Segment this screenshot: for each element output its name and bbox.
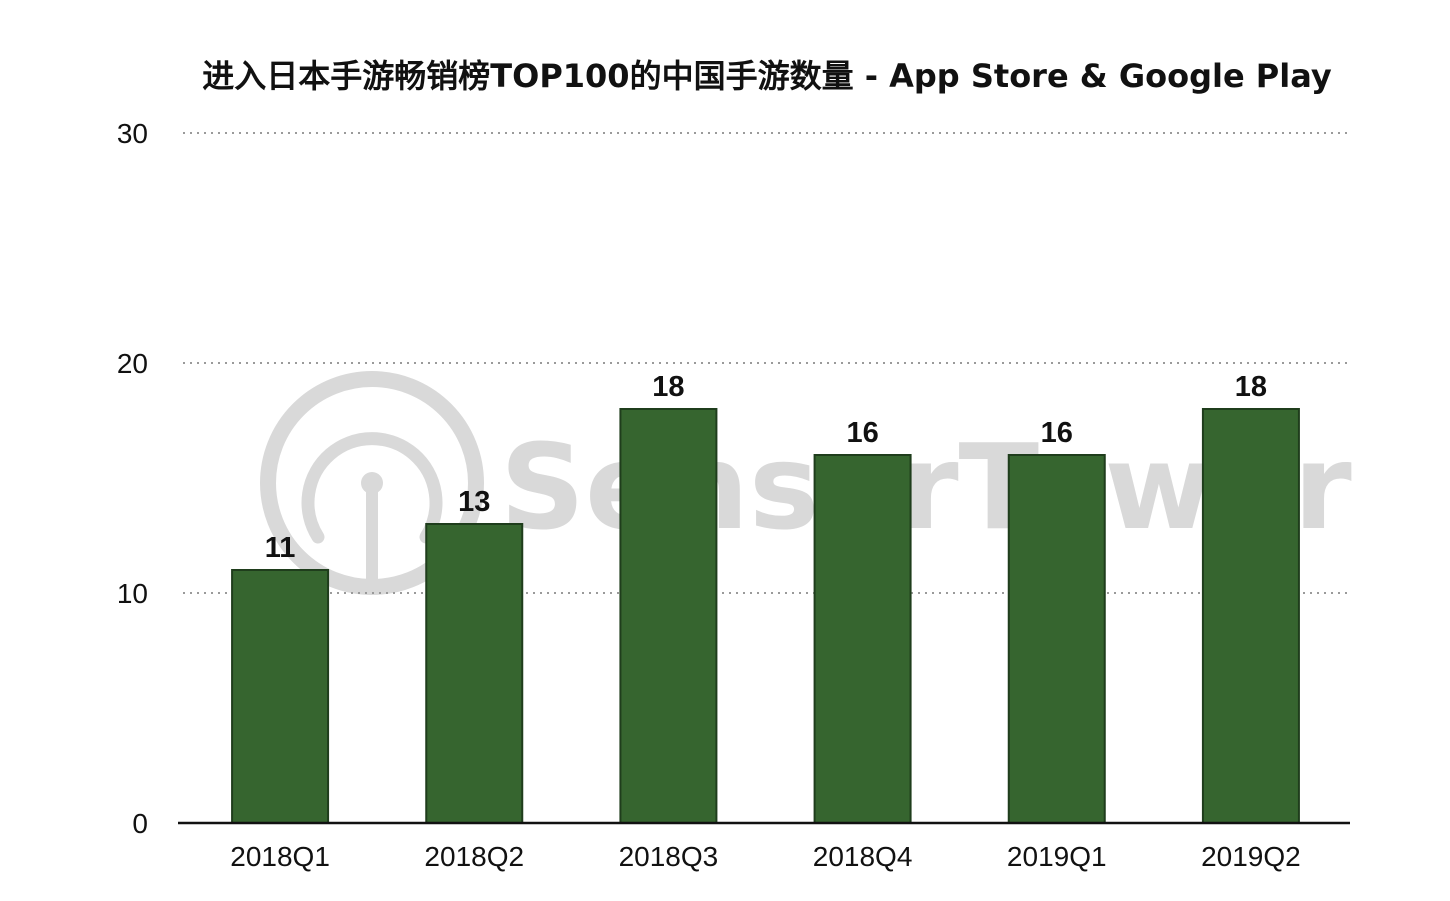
data-labels: 11 13 18 16 16 18 <box>265 371 1267 564</box>
bars <box>231 408 1300 824</box>
bar-2018Q1 <box>231 569 330 824</box>
bar-2019Q2 <box>1201 408 1300 824</box>
data-label: 16 <box>1041 417 1073 449</box>
data-label: 16 <box>846 417 878 449</box>
x-axis-ticks: 2018Q1 2018Q2 2018Q3 2018Q4 2019Q1 2019Q2 <box>230 841 1300 872</box>
sensor-tower-logo-icon <box>260 371 484 595</box>
y-tick-label: 20 <box>117 348 148 379</box>
bar-2019Q1 <box>1007 454 1106 824</box>
y-tick-label: 30 <box>117 118 148 149</box>
data-label: 11 <box>265 532 296 564</box>
data-label: 18 <box>652 371 684 403</box>
data-label: 13 <box>458 486 490 518</box>
gridlines <box>183 132 1348 594</box>
x-tick-label: 2018Q3 <box>619 841 719 872</box>
x-tick-label: 2019Q2 <box>1201 841 1301 872</box>
data-label: 18 <box>1235 371 1267 403</box>
x-tick-label: 2018Q1 <box>230 841 330 872</box>
bar-2018Q2 <box>425 523 524 824</box>
y-axis-ticks: 0 10 20 30 <box>117 118 148 839</box>
bar-2018Q3 <box>619 408 718 824</box>
x-tick-label: 2018Q2 <box>424 841 524 872</box>
y-tick-label: 10 <box>117 578 148 609</box>
x-tick-label: 2019Q1 <box>1007 841 1107 872</box>
y-tick-label: 0 <box>132 808 148 839</box>
bar-2018Q4 <box>813 454 912 824</box>
x-tick-label: 2018Q4 <box>813 841 913 872</box>
chart-title: 进入日本手游畅销榜TOP100的中国手游数量 - App Store & Goo… <box>202 57 1332 95</box>
